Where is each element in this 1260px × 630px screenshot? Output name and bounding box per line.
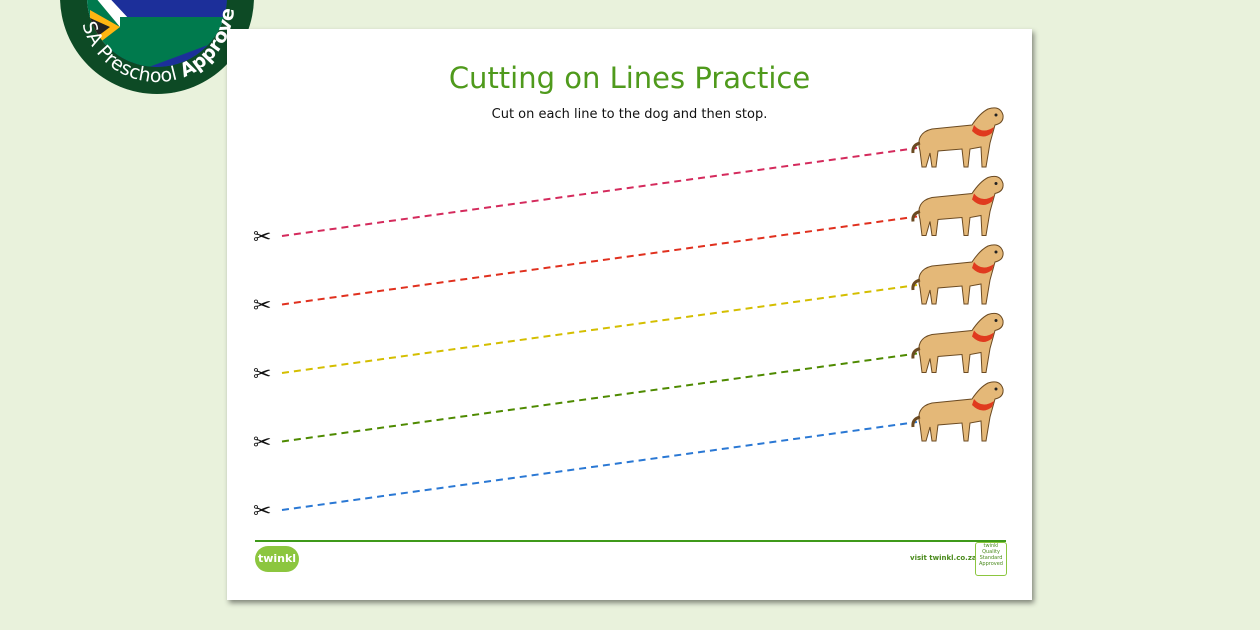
cutting-line (281, 147, 918, 237)
scissors-icon: ✂ (253, 362, 271, 387)
dog-icon (911, 244, 1004, 305)
scissors-icon: ✂ (253, 225, 271, 250)
cutting-line (281, 284, 918, 374)
footer-divider (255, 540, 1006, 542)
scissors-icon: ✂ (253, 499, 271, 524)
dog-icon (911, 175, 1004, 236)
scissors-icon: ✂ (253, 431, 271, 456)
twinkl-logo: twinkl (255, 546, 299, 572)
instruction-text: Cut on each line to the dog and then sto… (491, 107, 768, 122)
quality-approved-logo: twinkl Quality Standard Approved (975, 542, 1007, 576)
scissors-icon: ✂ (253, 294, 271, 319)
worksheet: Cutting on Lines Practice Cut on each li… (227, 29, 1032, 600)
sa-preschool-approved-badge: SA Preschool Approved (60, 0, 254, 94)
dog-icon (911, 107, 1004, 168)
cutting-line (281, 352, 918, 443)
dog-icon (911, 312, 1004, 373)
website-link[interactable]: visit twinkl.co.za (910, 554, 977, 562)
cutting-line (281, 215, 918, 306)
page-title: Cutting on Lines Practice (448, 61, 811, 95)
cutting-line (281, 421, 918, 511)
cutting-lines: ✂ ✂ ✂ ✂ ✂ (253, 107, 1004, 524)
dog-icon (911, 381, 1004, 442)
